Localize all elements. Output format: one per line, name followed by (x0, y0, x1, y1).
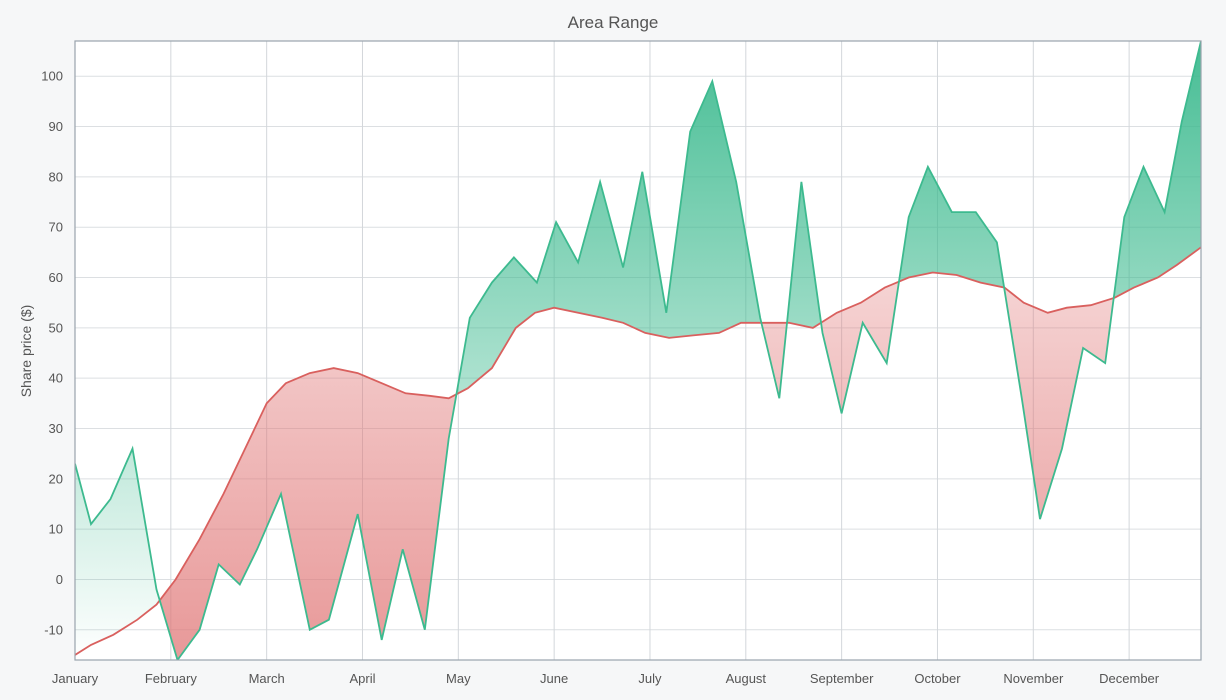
x-tick-label: October (914, 671, 961, 686)
y-tick-label: 20 (49, 471, 63, 486)
x-tick-label: January (52, 671, 99, 686)
y-tick-label: -10 (44, 622, 63, 637)
chart-title: Area Range (568, 13, 659, 32)
y-tick-label: 80 (49, 169, 63, 184)
x-tick-label: May (446, 671, 471, 686)
red-range-area (75, 247, 1201, 660)
x-tick-label: April (349, 671, 375, 686)
x-tick-label: September (810, 671, 874, 686)
y-tick-label: 60 (49, 270, 63, 285)
y-tick-label: 0 (56, 572, 63, 587)
red-series-line (75, 246, 1201, 656)
plot-border (74, 40, 1202, 661)
x-tick-label: November (1003, 671, 1064, 686)
x-tick-label: July (638, 671, 662, 686)
y-tick-label: 30 (49, 421, 63, 436)
x-tick-label: December (1099, 671, 1160, 686)
y-tick-label: 40 (49, 371, 63, 386)
plot-area (75, 41, 1201, 660)
y-axis-label: Share price ($) (18, 305, 34, 398)
y-tick-label: 70 (49, 220, 63, 235)
x-tick-label: August (726, 671, 767, 686)
x-tick-label: June (540, 671, 568, 686)
y-tick-label: 90 (49, 119, 63, 134)
y-axis-ticks: -10 0 10 20 30 40 50 60 70 80 90 100 (41, 69, 63, 638)
y-tick-label: 100 (41, 69, 63, 84)
x-tick-label: March (249, 671, 285, 686)
x-tick-label: February (145, 671, 198, 686)
y-tick-label: 10 (49, 522, 63, 537)
green-series-line (75, 41, 1201, 660)
y-tick-label: 50 (49, 320, 63, 335)
x-axis-ticks: January February March April May June July Augu… (52, 671, 1160, 686)
